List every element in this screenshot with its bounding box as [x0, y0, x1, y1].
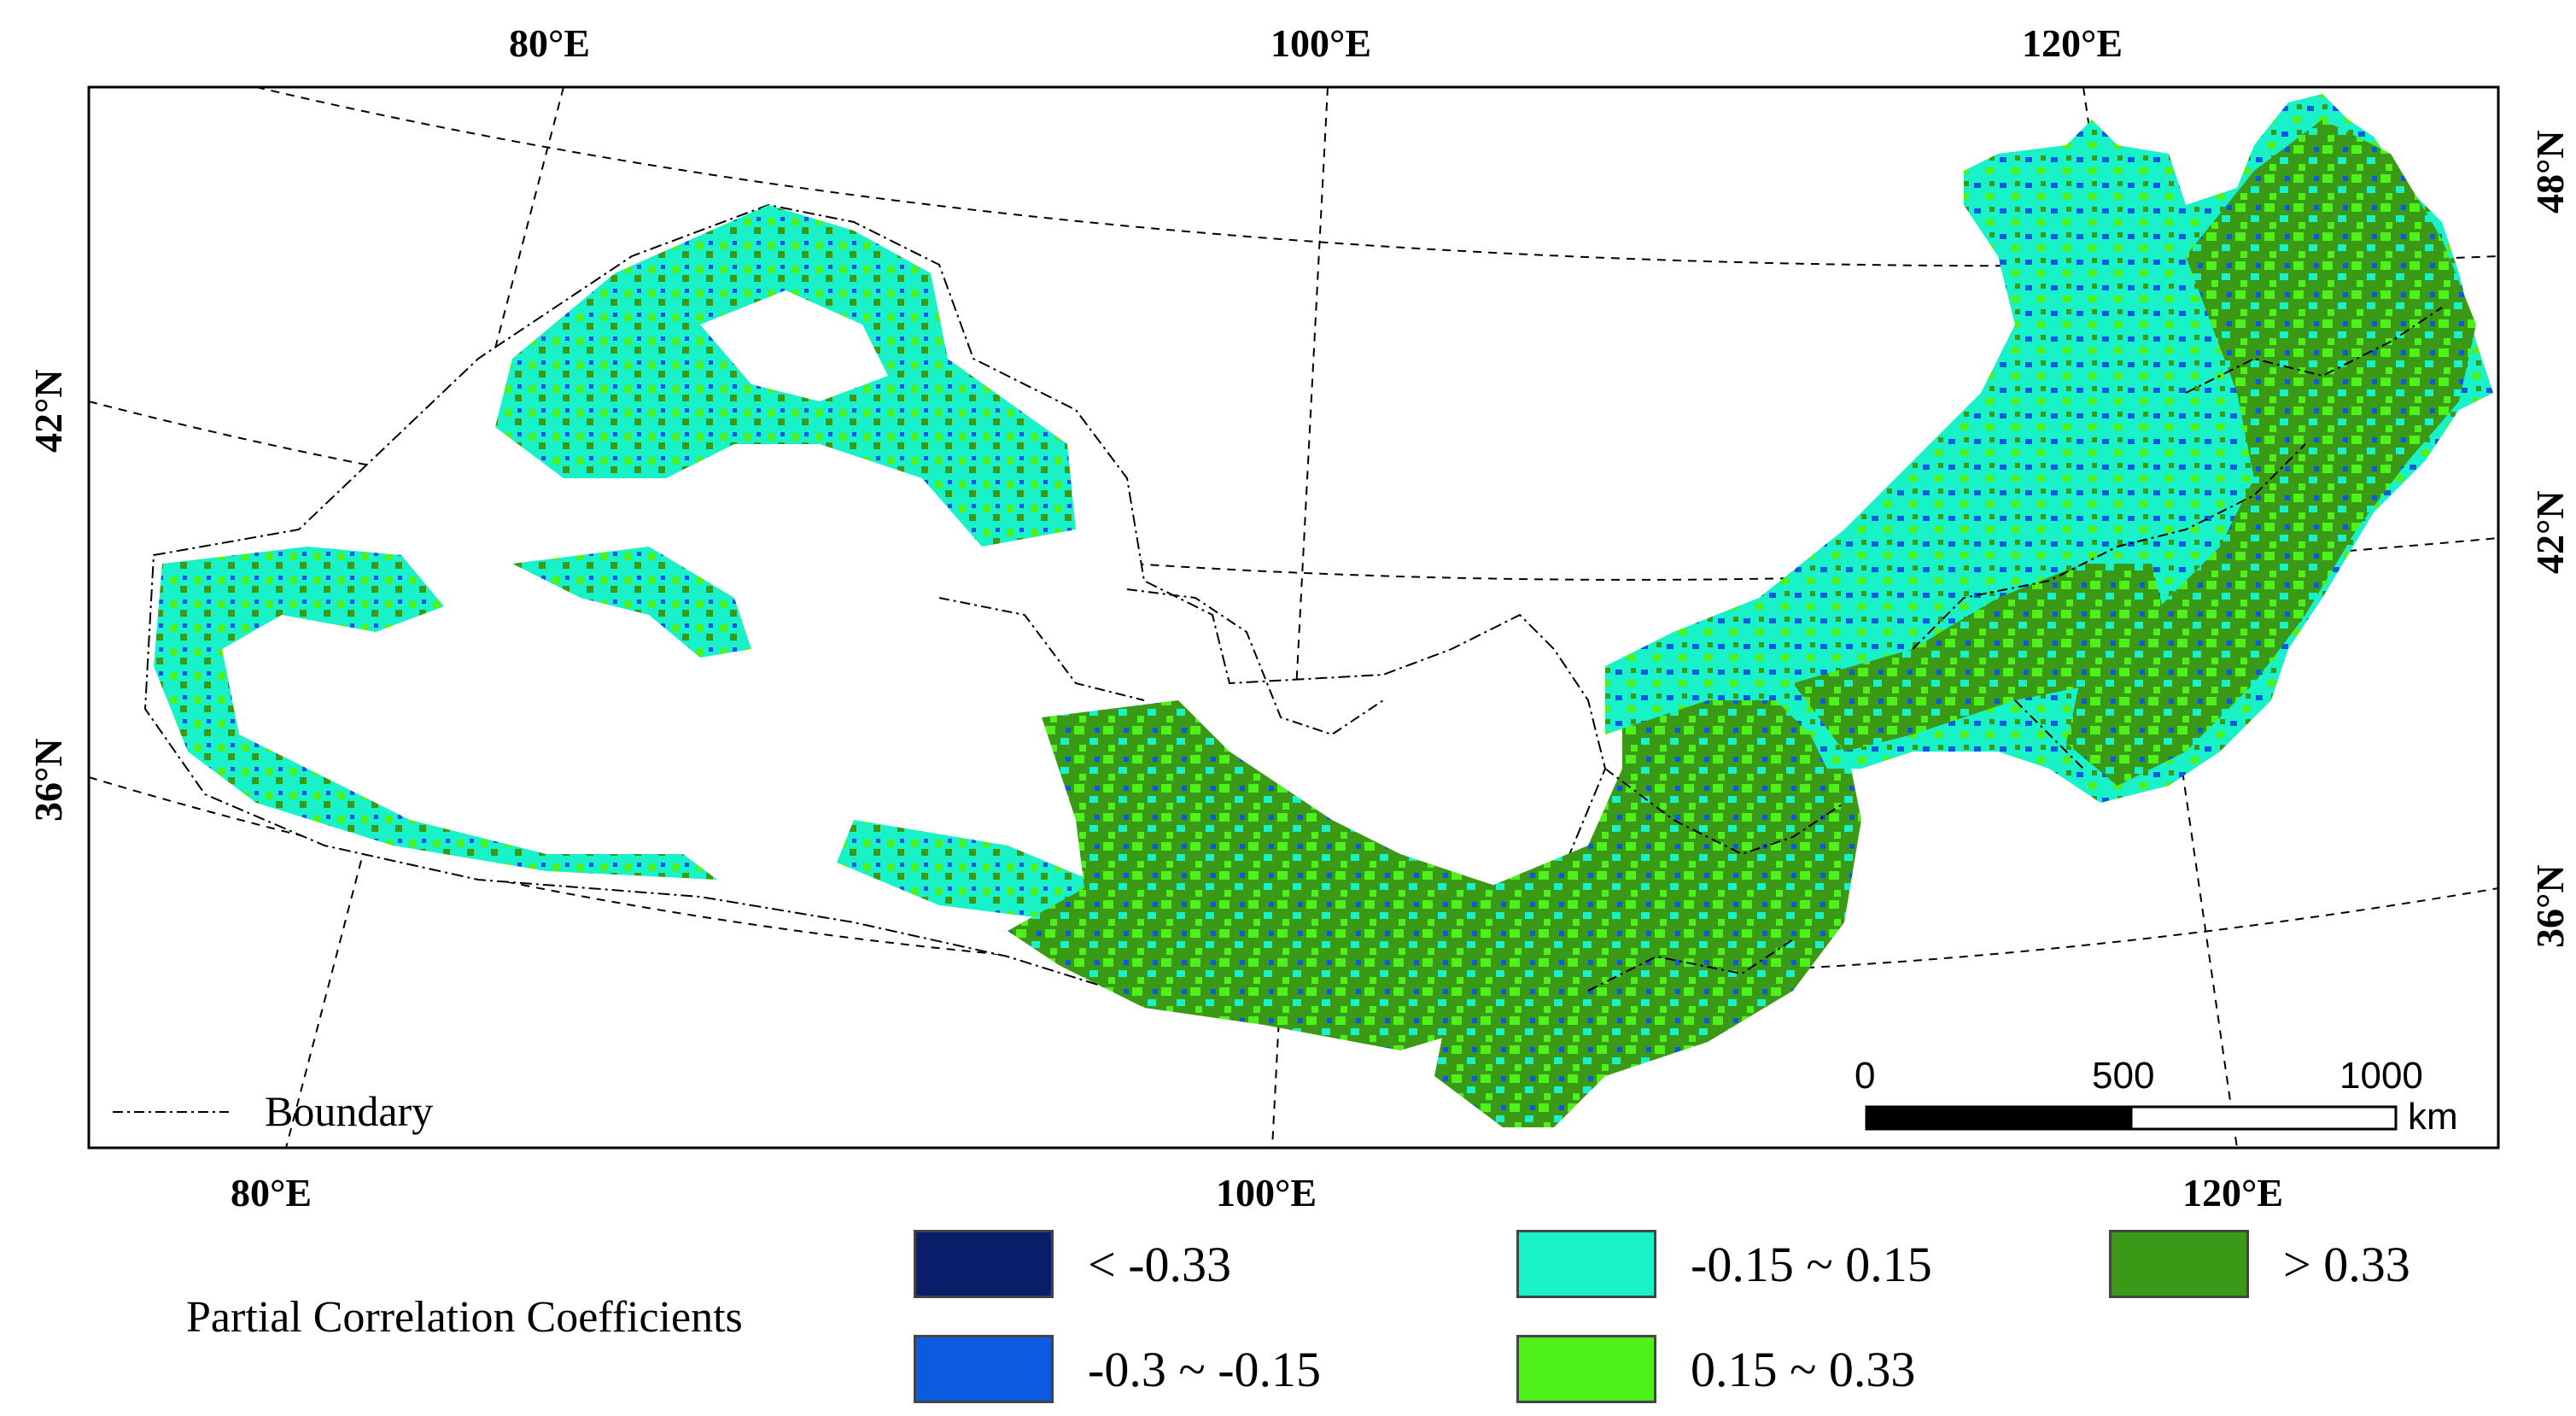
- legend-item-lt-neg033: < -0.33: [914, 1230, 1231, 1298]
- legend-swatch: [1516, 1230, 1656, 1298]
- scale-bar: 0 500 1000 km: [1855, 1055, 2458, 1138]
- scale-tick-500: 500: [2092, 1055, 2154, 1097]
- legend-label: -0.15 ~ 0.15: [1691, 1236, 1932, 1292]
- lon-label-top-100: 100°E: [1270, 21, 1371, 65]
- lon-label-bottom-120: 120°E: [2182, 1171, 2283, 1214]
- legend-swatch: [914, 1230, 1054, 1298]
- legend-item-neg015-015: -0.15 ~ 0.15: [1516, 1230, 1932, 1298]
- boundary-label: Boundary: [265, 1087, 433, 1135]
- legend-label: > 0.33: [2283, 1236, 2410, 1292]
- lon-label-top-80: 80°E: [509, 21, 590, 65]
- lat-label-right-42: 42°N: [2528, 490, 2572, 574]
- legend-swatch: [2109, 1230, 2249, 1298]
- legend-title: Partial Correlation Coefficients: [186, 1293, 743, 1342]
- lon-label-bottom-80: 80°E: [231, 1171, 312, 1214]
- legend-label: < -0.33: [1088, 1236, 1232, 1292]
- lon-label-top-120: 120°E: [2022, 21, 2123, 65]
- lat-label-left-42: 42°N: [26, 369, 70, 453]
- scale-tick-0: 0: [1855, 1055, 1875, 1097]
- lat-label-right-36: 36°N: [2528, 864, 2572, 948]
- vegetation-map: [143, 94, 2493, 1127]
- legend-label: 0.15 ~ 0.33: [1691, 1341, 1916, 1397]
- legend-item-gt-033: > 0.33: [2109, 1230, 2410, 1298]
- lat-label-left-36: 36°N: [26, 738, 70, 822]
- scale-unit: km: [2408, 1096, 2458, 1138]
- lat-label-right-48: 48°N: [2528, 130, 2572, 214]
- legend-label: -0.3 ~ -0.15: [1088, 1341, 1322, 1397]
- legend-swatch: [1516, 1335, 1656, 1403]
- legend-swatch: [914, 1335, 1054, 1403]
- legend-item-015-033: 0.15 ~ 0.33: [1516, 1335, 1915, 1403]
- legend-item-neg03-neg015: -0.3 ~ -0.15: [914, 1335, 1321, 1403]
- scale-tick-1000: 1000: [2339, 1055, 2423, 1097]
- lon-label-bottom-100: 100°E: [1216, 1171, 1317, 1214]
